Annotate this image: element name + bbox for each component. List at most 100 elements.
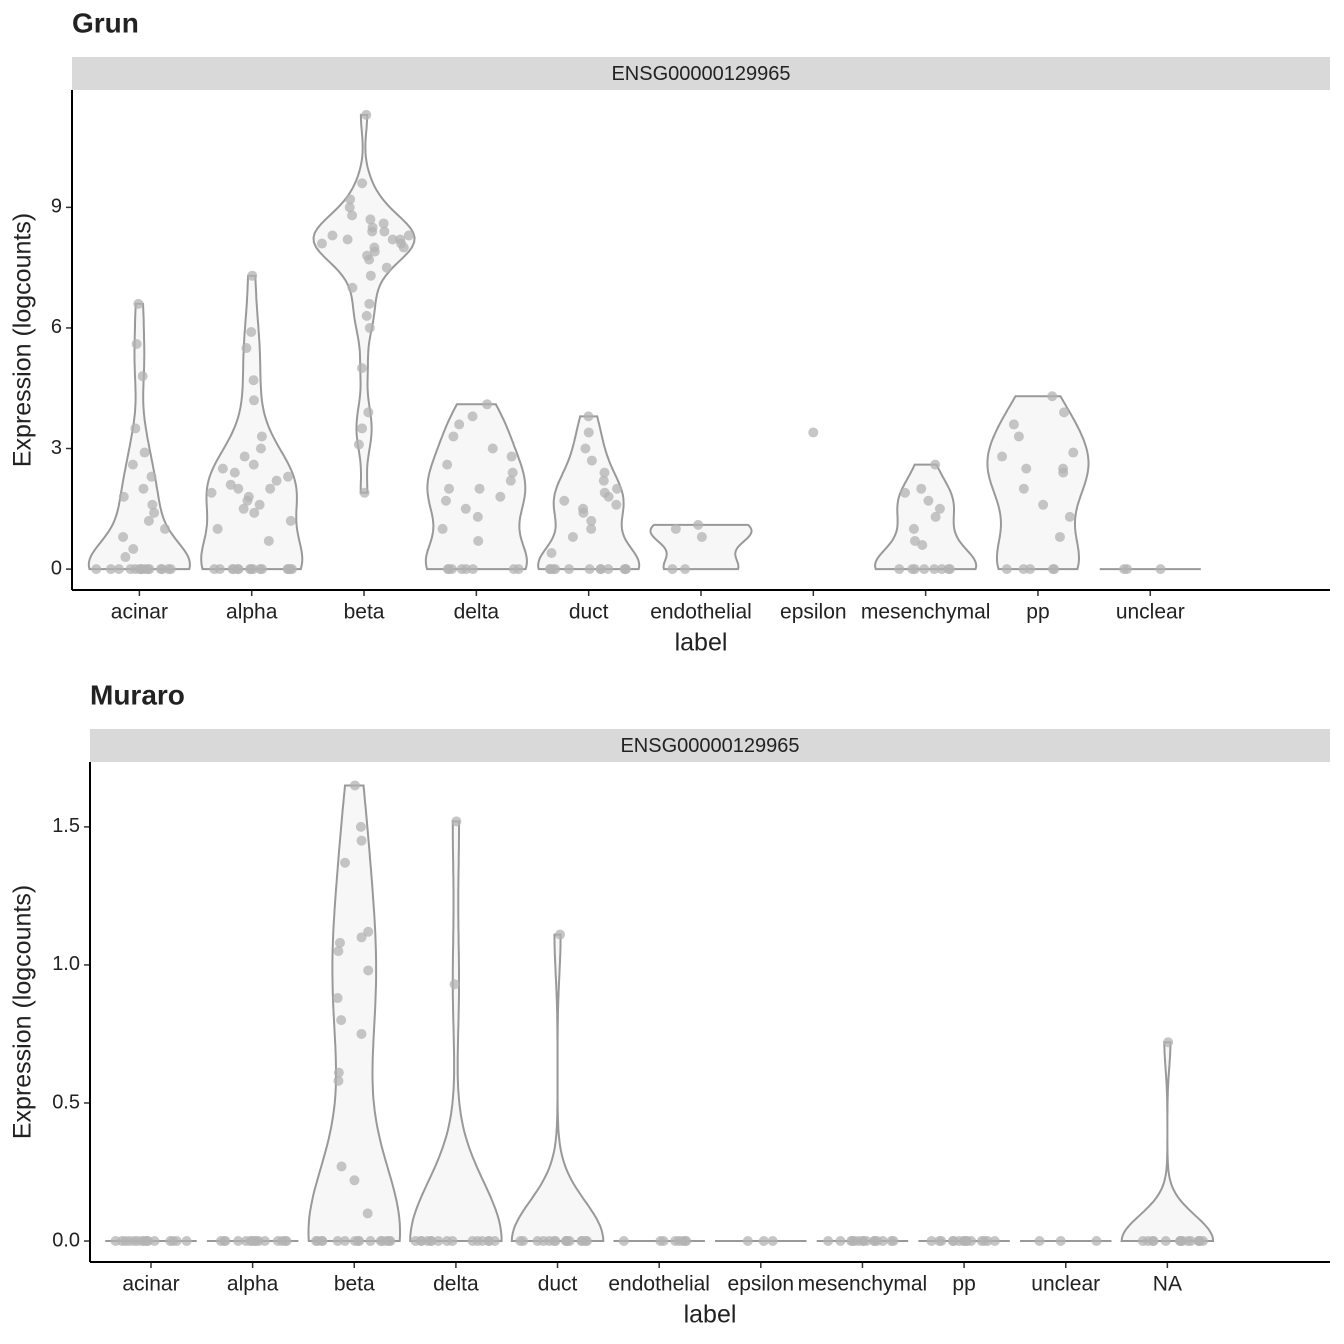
- point: [861, 1236, 872, 1247]
- violin: [986, 395, 1090, 571]
- point: [363, 965, 374, 976]
- x-tick-label: unclear: [1031, 1273, 1100, 1296]
- point: [333, 946, 344, 957]
- point: [670, 523, 681, 534]
- point: [495, 491, 506, 502]
- point: [1055, 1236, 1066, 1247]
- point: [767, 1236, 778, 1247]
- point: [1001, 564, 1012, 575]
- point: [443, 564, 454, 575]
- point: [877, 1236, 888, 1247]
- point: [564, 564, 575, 575]
- point: [91, 564, 102, 575]
- point: [128, 544, 139, 555]
- point: [1155, 564, 1166, 575]
- point: [929, 564, 940, 575]
- point: [442, 459, 453, 470]
- point: [149, 507, 160, 518]
- strip-label: ENSG00000129965: [620, 735, 799, 757]
- point: [696, 531, 707, 542]
- point: [473, 535, 484, 546]
- point: [559, 495, 570, 506]
- point: [433, 1236, 444, 1247]
- strip-label: ENSG00000129965: [611, 63, 790, 85]
- point: [923, 495, 934, 506]
- point: [238, 503, 249, 514]
- violin: [1120, 1041, 1215, 1242]
- y-tick-label: 1.0: [52, 953, 80, 975]
- point: [233, 1236, 244, 1247]
- point: [365, 1236, 376, 1247]
- y-tick-label: 6: [51, 316, 62, 338]
- point: [227, 564, 238, 575]
- point: [869, 1236, 880, 1247]
- point: [515, 1236, 526, 1247]
- point: [487, 443, 498, 454]
- x-axis-label: label: [684, 1301, 737, 1329]
- point: [143, 515, 154, 526]
- point: [127, 459, 138, 470]
- y-tick-label: 1.5: [52, 815, 80, 837]
- point: [332, 993, 343, 1004]
- point: [363, 926, 374, 937]
- point: [355, 821, 366, 832]
- point: [603, 564, 614, 575]
- point: [456, 564, 467, 575]
- point: [378, 218, 389, 229]
- violin: [874, 463, 978, 571]
- point: [808, 427, 819, 438]
- point: [131, 339, 142, 350]
- point: [1175, 1236, 1186, 1247]
- point: [909, 535, 920, 546]
- point: [1064, 511, 1075, 522]
- point: [1034, 1236, 1045, 1247]
- point: [680, 564, 691, 575]
- point: [989, 1236, 1000, 1247]
- point: [347, 210, 358, 221]
- violin: [649, 523, 753, 571]
- point: [361, 109, 372, 120]
- point: [265, 483, 276, 494]
- point: [1091, 1236, 1102, 1247]
- point: [181, 1236, 192, 1247]
- x-tick-label: pp: [1026, 601, 1049, 624]
- point: [333, 1075, 344, 1086]
- point: [586, 455, 597, 466]
- point: [454, 419, 465, 430]
- point: [549, 1236, 560, 1247]
- point: [369, 242, 380, 253]
- point: [1008, 419, 1019, 430]
- point: [118, 531, 129, 542]
- point: [900, 487, 911, 498]
- point: [349, 1175, 360, 1186]
- point: [1143, 1236, 1154, 1247]
- point: [930, 459, 941, 470]
- point: [359, 487, 370, 498]
- point: [357, 178, 368, 189]
- point: [356, 363, 367, 374]
- point: [444, 483, 455, 494]
- point: [357, 423, 368, 434]
- violin: [537, 415, 641, 571]
- x-tick-label: duct: [538, 1273, 578, 1296]
- point: [159, 523, 170, 534]
- point: [286, 564, 297, 575]
- point: [144, 564, 155, 575]
- point: [673, 1236, 684, 1247]
- point: [1021, 463, 1032, 474]
- point: [130, 423, 141, 434]
- point: [1049, 564, 1060, 575]
- point: [538, 1236, 549, 1247]
- strip: [90, 729, 1330, 762]
- point: [381, 262, 392, 273]
- point: [477, 1236, 488, 1247]
- x-tick-label: NA: [1153, 1273, 1182, 1296]
- point: [958, 1236, 969, 1247]
- point: [345, 194, 356, 205]
- point: [544, 564, 555, 575]
- point: [966, 1236, 977, 1247]
- point: [888, 1236, 899, 1247]
- point: [239, 451, 250, 462]
- point: [595, 564, 606, 575]
- x-tick-label: acinar: [122, 1273, 179, 1296]
